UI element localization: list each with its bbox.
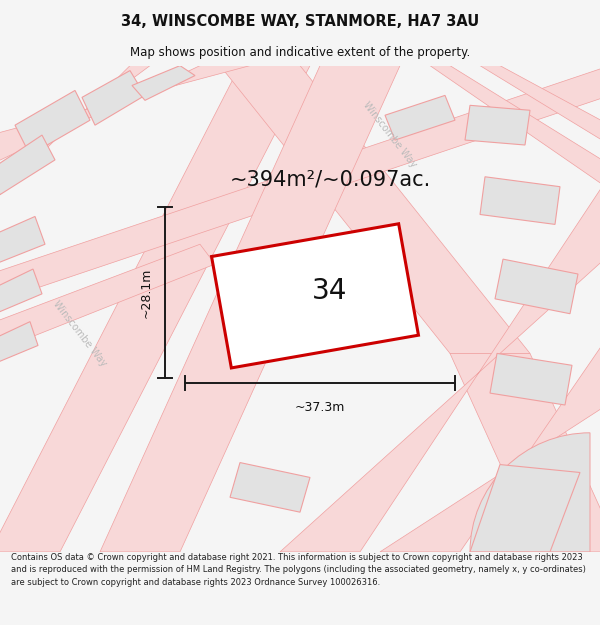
Text: Winscombe Way: Winscombe Way — [52, 299, 109, 368]
Text: ~28.1m: ~28.1m — [140, 268, 153, 318]
Polygon shape — [470, 464, 580, 552]
Text: ~37.3m: ~37.3m — [295, 401, 345, 414]
Polygon shape — [490, 353, 572, 405]
Text: ~394m²/~0.097ac.: ~394m²/~0.097ac. — [229, 170, 431, 190]
Polygon shape — [220, 66, 530, 353]
Polygon shape — [0, 216, 45, 264]
Text: Map shows position and indicative extent of the property.: Map shows position and indicative extent… — [130, 46, 470, 59]
Polygon shape — [100, 66, 400, 552]
Polygon shape — [82, 71, 145, 125]
Text: 34, WINSCOMBE WAY, STANMORE, HA7 3AU: 34, WINSCOMBE WAY, STANMORE, HA7 3AU — [121, 14, 479, 29]
Text: Winscombe Way: Winscombe Way — [361, 101, 419, 170]
Polygon shape — [0, 322, 38, 363]
Polygon shape — [0, 66, 250, 165]
Polygon shape — [0, 66, 150, 204]
Polygon shape — [15, 91, 90, 155]
Polygon shape — [0, 66, 310, 552]
Polygon shape — [280, 175, 600, 552]
Polygon shape — [385, 96, 455, 140]
Polygon shape — [480, 66, 600, 145]
Polygon shape — [0, 244, 215, 353]
Polygon shape — [0, 66, 600, 304]
Text: 34: 34 — [313, 277, 347, 305]
Polygon shape — [0, 135, 55, 194]
Text: Contains OS data © Crown copyright and database right 2021. This information is : Contains OS data © Crown copyright and d… — [11, 553, 586, 587]
Polygon shape — [132, 66, 195, 101]
Polygon shape — [495, 259, 578, 314]
Polygon shape — [465, 106, 530, 145]
Polygon shape — [0, 269, 42, 314]
Polygon shape — [480, 177, 560, 224]
Polygon shape — [450, 353, 600, 552]
Wedge shape — [470, 432, 590, 552]
Polygon shape — [230, 462, 310, 512]
Polygon shape — [430, 66, 600, 189]
Polygon shape — [212, 224, 418, 368]
Polygon shape — [380, 334, 600, 552]
